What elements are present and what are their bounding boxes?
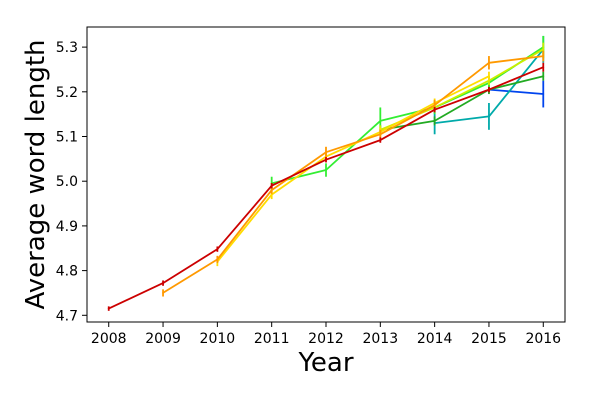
x-axis: 2008 2009 2010 2011 2012 2013 2014 2015 2016 — [91, 322, 561, 347]
y-tick-label: 4.9 — [56, 219, 78, 235]
data-point — [542, 48, 545, 51]
data-point — [488, 88, 490, 91]
y-tick-label: 5.1 — [56, 130, 78, 146]
data-point — [216, 258, 219, 261]
y-tick-label: 5.0 — [56, 174, 78, 190]
series-line — [379, 48, 544, 131]
y-axis-title: Average word length — [21, 39, 51, 309]
data-point — [216, 248, 219, 251]
series-7 — [162, 50, 545, 297]
series-line — [162, 55, 544, 294]
y-tick-label: 4.8 — [56, 264, 78, 280]
x-axis-title: Year — [297, 348, 353, 378]
data-point — [270, 193, 273, 196]
data-point — [488, 75, 490, 78]
data-point — [379, 119, 382, 122]
data-point — [270, 189, 273, 192]
x-tick-label: 2012 — [308, 331, 344, 347]
x-tick-label: 2013 — [362, 331, 398, 347]
series-line — [271, 46, 544, 185]
data-point — [107, 307, 110, 310]
data-point — [542, 66, 545, 69]
data-point — [325, 169, 327, 171]
data-point — [488, 61, 490, 64]
data-point — [325, 151, 327, 154]
y-tick-label: 4.7 — [56, 308, 78, 324]
x-tick-label: 2014 — [417, 331, 453, 347]
data-point — [433, 104, 436, 107]
y-axis: 4.7 4.8 4.9 5.0 5.1 5.2 5.3 — [56, 40, 87, 324]
data-point — [325, 158, 327, 161]
data-point — [379, 133, 382, 136]
series-8 — [107, 62, 545, 311]
data-point — [379, 139, 382, 141]
data-point — [433, 119, 436, 122]
data-point — [433, 108, 436, 111]
data-point — [488, 115, 490, 118]
data-point — [162, 292, 164, 294]
y-tick-label: 5.3 — [56, 40, 78, 56]
y-tick-label: 5.2 — [56, 85, 78, 101]
x-tick-label: 2009 — [145, 331, 181, 347]
series-line — [488, 88, 544, 95]
x-tick-label: 2010 — [200, 331, 236, 347]
data-point — [270, 184, 273, 187]
data-point — [542, 75, 545, 78]
x-tick-label: 2016 — [525, 331, 561, 347]
x-tick-label: 2011 — [254, 331, 290, 347]
x-tick-label: 2015 — [471, 331, 507, 347]
data-point — [542, 55, 545, 57]
series-layer — [107, 35, 545, 311]
x-tick-label: 2008 — [91, 331, 127, 347]
data-point — [542, 93, 545, 95]
data-point — [162, 282, 164, 285]
